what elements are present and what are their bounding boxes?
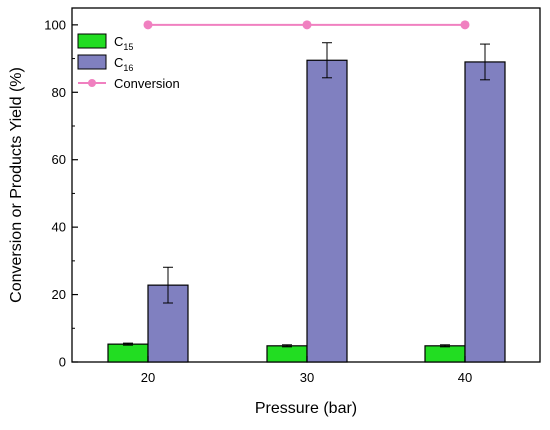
- y-tick-label-60: 60: [52, 152, 66, 167]
- bar-c16-30: [306, 59, 348, 363]
- legend: C15 C16 Conversion: [77, 33, 180, 91]
- bar-c15-20: [107, 343, 149, 363]
- y-axis-title: Conversion or Products Yield (%): [8, 67, 25, 303]
- conversion-point-30: [302, 20, 312, 30]
- bar-c16-40: [464, 61, 506, 363]
- bars-layer: [107, 59, 506, 363]
- y-tick-label-40: 40: [52, 220, 66, 235]
- legend-label-c16: C16: [114, 55, 133, 73]
- conversion-point-20: [143, 20, 153, 30]
- y-tick-label-0: 0: [59, 355, 66, 370]
- y-tick-label-80: 80: [52, 85, 66, 100]
- legend-swatch-c15: [77, 33, 107, 49]
- x-tick-label-20: 20: [141, 370, 155, 385]
- y-tick-label-100: 100: [44, 17, 66, 32]
- legend-label-c15: C15: [114, 34, 133, 52]
- legend-swatch-c16: [77, 54, 107, 70]
- legend-label-subscript: 16: [123, 63, 133, 73]
- conversion-line-layer: [143, 20, 470, 30]
- legend-label-subscript: 15: [123, 42, 133, 52]
- x-tick-label-30: 30: [300, 370, 314, 385]
- axes-layer: 0 20 40 60 80 100 20 30 40: [44, 17, 472, 385]
- bar-c15-40: [424, 345, 466, 363]
- legend-marker-conversion: [88, 79, 96, 87]
- legend-label-conversion: Conversion: [114, 76, 180, 91]
- bar-c15-30: [266, 345, 308, 363]
- x-axis-title: Pressure (bar): [255, 400, 357, 417]
- x-tick-label-40: 40: [458, 370, 472, 385]
- error-bars-layer: [123, 42, 490, 348]
- conversion-point-40: [460, 20, 470, 30]
- y-tick-label-20: 20: [52, 287, 66, 302]
